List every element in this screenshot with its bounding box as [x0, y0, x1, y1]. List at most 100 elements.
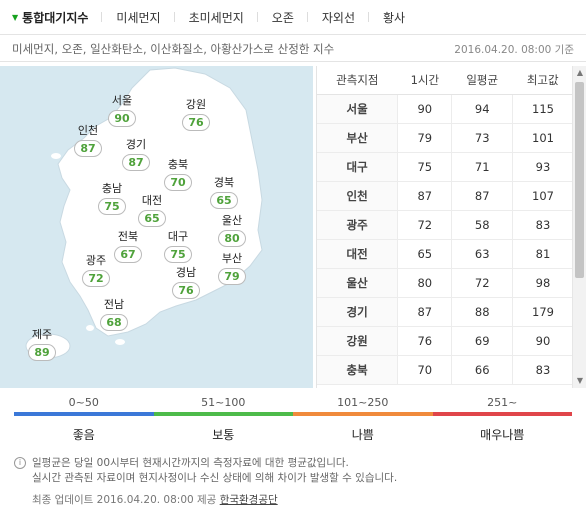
legend-range: 101~250 — [337, 396, 389, 409]
tab-uv[interactable]: 자외선 — [308, 0, 369, 34]
legend-grade-very-bad: 251~ 매우나쁨 — [432, 396, 572, 446]
legend-grade-bad: 101~250 나쁨 — [293, 396, 433, 446]
map-city-daejeon[interactable]: 대전 65 — [122, 194, 182, 227]
city-name: 광주 — [85, 254, 107, 267]
city-index-badge: 70 — [164, 174, 192, 191]
column-header: 최고값 — [512, 66, 572, 95]
daily-average: 94 — [451, 94, 513, 124]
map-city-chungbuk[interactable]: 충북 70 — [148, 158, 208, 191]
city-name: 제주 — [31, 328, 53, 341]
city-name: 전북 — [117, 230, 139, 243]
tab-divider — [173, 12, 175, 22]
station-name: 인천 — [317, 181, 399, 211]
city-index-badge: 87 — [122, 154, 150, 171]
map-city-busan[interactable]: 부산 79 — [202, 252, 262, 285]
map-city-incheon[interactable]: 인천 87 — [58, 124, 118, 157]
city-index-badge: 76 — [182, 114, 210, 131]
city-name: 충북 — [167, 158, 189, 171]
legend-color-bar — [14, 412, 154, 416]
tab-divider — [256, 12, 258, 22]
column-header: 1시간 — [397, 66, 452, 95]
hourly-value: 70 — [397, 355, 453, 385]
hourly-value: 72 — [397, 210, 453, 240]
city-index-badge: 68 — [100, 314, 128, 331]
index-tab-bar: ▼ 통합대기지수 미세먼지 초미세먼지 오존 자외선 황사 — [0, 0, 586, 34]
scroll-up-arrow-icon[interactable]: ▲ — [576, 68, 584, 77]
city-name: 인천 — [77, 124, 99, 137]
city-index-badge: 76 — [172, 282, 200, 299]
korea-air-quality-map: 서울 90 강원 76 인천 87 경기 87 충북 70 충남 75 대전 6… — [0, 66, 313, 388]
station-index-table: 관측지점 1시간 일평균 최고값 서울 90 94 115 부산 79 73 1… — [317, 66, 572, 385]
max-value: 83 — [512, 355, 572, 385]
scroll-down-arrow-icon[interactable]: ▼ — [576, 376, 584, 385]
last-update-info: 최종 업데이트 2016.04.20. 08:00 제공 한국환경공단 — [32, 492, 278, 507]
table-scrollbar[interactable]: ▲ ▼ — [572, 66, 586, 388]
hourly-value: 90 — [397, 94, 453, 124]
map-city-jeonnam[interactable]: 전남 68 — [84, 298, 144, 331]
hourly-value: 87 — [397, 181, 453, 211]
station-name: 충북 — [317, 355, 399, 385]
map-city-gangwon[interactable]: 강원 76 — [166, 98, 226, 131]
info-icon: i — [14, 457, 26, 469]
column-header: 관측지점 — [317, 66, 398, 95]
daily-average: 88 — [451, 297, 513, 327]
map-city-jeju[interactable]: 제주 89 — [12, 328, 72, 361]
notice-line: 일평균은 당일 00시부터 현재시간까지의 측정자료에 대한 평균값입니다. — [32, 457, 349, 469]
city-name: 강원 — [185, 98, 207, 111]
islet-shape — [86, 325, 94, 331]
islet-shape — [51, 153, 61, 159]
index-description-bar: 미세먼지, 오존, 일산화탄소, 이산화질소, 아황산가스로 산정한 지수 20… — [0, 34, 586, 62]
legend-color-bar — [432, 412, 572, 416]
hourly-value: 80 — [397, 268, 453, 298]
table-row: 부산 79 73 101 — [317, 123, 572, 153]
legend-range: 0~50 — [68, 396, 99, 409]
map-city-chungnam[interactable]: 충남 75 — [82, 182, 142, 215]
map-city-gyeongnam[interactable]: 경남 76 — [156, 266, 216, 299]
table-row: 인천 87 87 107 — [317, 181, 572, 211]
legend-grade-label: 좋음 — [72, 428, 95, 442]
map-city-ulsan[interactable]: 울산 80 — [202, 214, 262, 247]
tab-ozone[interactable]: 오존 — [258, 0, 308, 34]
station-name: 경기 — [317, 297, 399, 327]
data-notice: i 일평균은 당일 00시부터 현재시간까지의 측정자료에 대한 평균값입니다.… — [14, 456, 574, 486]
provider-link[interactable]: 한국환경공단 — [219, 494, 278, 506]
city-name: 부산 — [221, 252, 243, 265]
city-index-badge: 87 — [74, 140, 102, 157]
table-row: 강원 76 69 90 — [317, 326, 572, 356]
tab-yellow-dust[interactable]: 황사 — [369, 0, 419, 34]
map-city-gyeongbuk[interactable]: 경북 65 — [194, 176, 254, 209]
city-name: 전남 — [103, 298, 125, 311]
city-index-badge: 72 — [82, 270, 110, 287]
hourly-value: 75 — [397, 152, 453, 182]
map-city-gyeonggi[interactable]: 경기 87 — [106, 138, 166, 171]
legend-color-bar — [293, 412, 433, 416]
map-city-jeonbuk[interactable]: 전북 67 — [98, 230, 158, 263]
table-row: 서울 90 94 115 — [317, 94, 572, 124]
map-city-seoul[interactable]: 서울 90 — [92, 94, 152, 127]
max-value: 98 — [512, 268, 572, 298]
table-header-row: 관측지점 1시간 일평균 최고값 — [317, 66, 572, 95]
tab-fine-dust[interactable]: 미세먼지 — [102, 0, 175, 34]
tab-ultrafine-dust[interactable]: 초미세먼지 — [175, 0, 258, 34]
scrollbar-thumb[interactable] — [575, 82, 584, 278]
legend-range: 251~ — [487, 396, 518, 409]
station-name: 대구 — [317, 152, 399, 182]
tab-label: 초미세먼지 — [188, 10, 244, 25]
table-row: 경기 87 88 179 — [317, 297, 572, 327]
city-index-badge: 67 — [114, 246, 142, 263]
tab-integrated-air-index[interactable]: ▼ 통합대기지수 — [0, 0, 103, 34]
map-city-daegu[interactable]: 대구 75 — [148, 230, 208, 263]
city-name: 서울 — [111, 94, 133, 107]
legend-range: 51~100 — [201, 396, 246, 409]
city-index-badge: 65 — [138, 210, 166, 227]
legend-grade-label: 나쁨 — [351, 428, 374, 442]
map-city-gwangju[interactable]: 광주 72 — [66, 254, 126, 287]
station-name: 대전 — [317, 239, 399, 269]
city-index-badge: 65 — [210, 192, 238, 209]
max-value: 115 — [512, 94, 572, 124]
max-value: 107 — [512, 181, 572, 211]
max-value: 93 — [512, 152, 572, 182]
city-name: 대전 — [141, 194, 163, 207]
index-description: 미세먼지, 오존, 일산화탄소, 이산화질소, 아황산가스로 산정한 지수 — [12, 42, 335, 56]
table-row: 충북 70 66 83 — [317, 355, 572, 385]
